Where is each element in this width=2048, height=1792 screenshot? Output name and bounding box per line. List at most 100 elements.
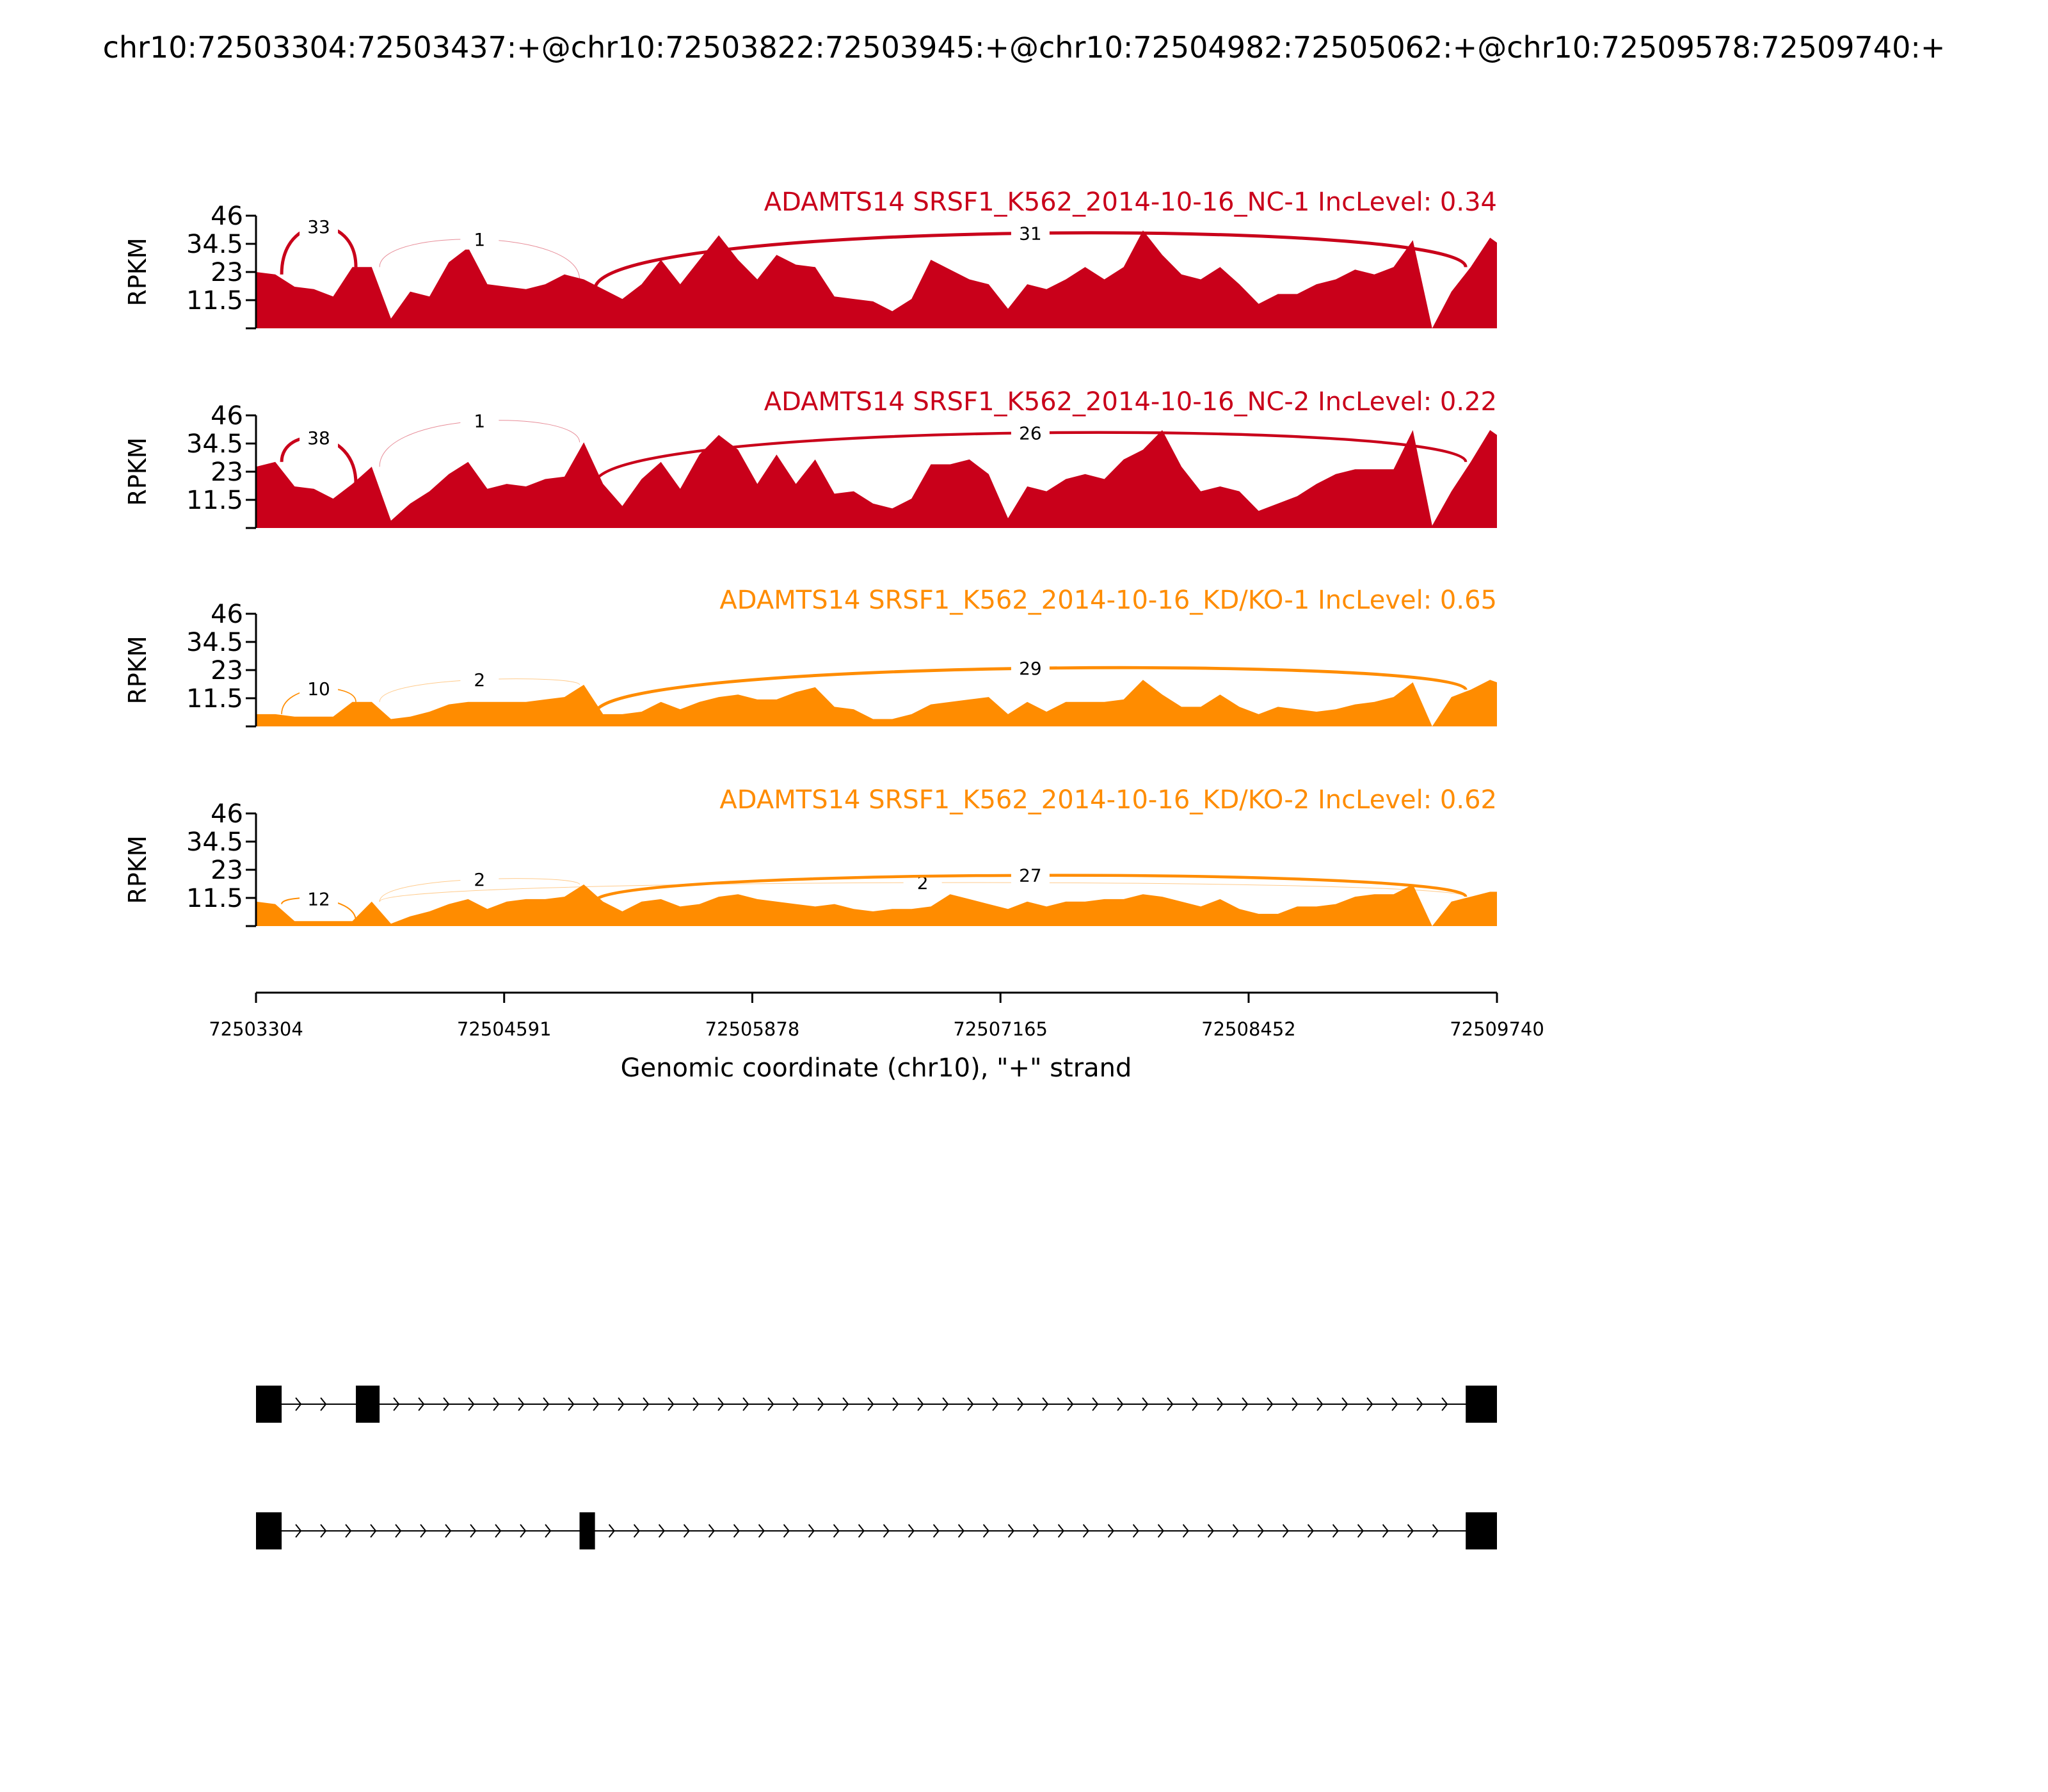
y-tick-label: 11.5 [186, 286, 243, 316]
strand-chevron-icon [1267, 1397, 1274, 1411]
strand-chevron-icon [1441, 1397, 1448, 1411]
strand-chevron-icon [393, 1397, 400, 1411]
junction-count-label: 26 [1019, 422, 1042, 444]
strand-chevron-icon [1057, 1524, 1064, 1538]
junction-count-label: 29 [1019, 658, 1042, 679]
strand-chevron-icon [1242, 1397, 1249, 1411]
strand-chevron-icon [1292, 1397, 1299, 1411]
strand-chevron-icon [892, 1397, 899, 1411]
strand-chevron-icon [1182, 1524, 1189, 1538]
junction-count-label: 1 [474, 411, 485, 432]
junction-count-label: 12 [307, 888, 330, 909]
strand-chevron-icon [1017, 1397, 1024, 1411]
junction-count-label: 27 [1019, 865, 1042, 886]
strand-chevron-icon [420, 1524, 427, 1538]
exon-block [256, 1386, 282, 1423]
y-axis-label: RPKM [124, 237, 152, 306]
coverage-area [256, 884, 1497, 926]
y-tick-label: 34.5 [186, 828, 243, 857]
chart-title: chr10:72503304:72503437:+@chr10:72503822… [103, 30, 1946, 65]
strand-chevron-icon [982, 1524, 989, 1538]
junction-label-bg [1011, 221, 1050, 244]
strand-chevron-icon [658, 1524, 665, 1538]
strand-chevron-icon [1341, 1397, 1348, 1411]
x-tick-label: 72508452 [1201, 1018, 1296, 1040]
strand-chevron-icon [495, 1524, 502, 1538]
exon-block [1466, 1386, 1497, 1423]
exon-block [256, 1512, 282, 1549]
junction-label-bg [460, 409, 499, 431]
strand-chevron-icon [817, 1397, 824, 1411]
x-axis: 72503304 72504591 72505878 72507165 72508452… [209, 991, 1544, 1040]
y-tick-label: 23 [211, 258, 243, 287]
coverage-area [256, 230, 1497, 328]
junction-count-label: 38 [307, 428, 330, 449]
strand-chevron-icon [295, 1397, 302, 1411]
strand-chevron-icon [808, 1524, 815, 1538]
exon-block [579, 1512, 595, 1549]
junction-label-bg [460, 867, 499, 890]
y-tick-label: 34.5 [186, 429, 243, 459]
x-axis-label: Genomic coordinate (chr10), "+" strand [621, 1053, 1132, 1083]
y-tick-label: 11.5 [186, 486, 243, 515]
strand-chevron-icon [493, 1397, 500, 1411]
strand-chevron-icon [545, 1524, 552, 1538]
junction-label-bg [300, 426, 339, 449]
y-axis-label: RPKM [124, 835, 152, 904]
strand-chevron-icon [370, 1524, 377, 1538]
junction-count-label: 2 [474, 669, 485, 691]
strand-chevron-icon [643, 1397, 650, 1411]
exon-block [1466, 1512, 1497, 1549]
strand-chevron-icon [1382, 1524, 1389, 1538]
strand-chevron-icon [1432, 1524, 1439, 1538]
strand-chevron-icon [1391, 1397, 1398, 1411]
track-title: ADAMTS14 SRSF1_K562_2014-10-16_NC-1 IncL… [764, 188, 1497, 217]
strand-chevron-icon [1117, 1397, 1124, 1411]
y-tick-label: 11.5 [186, 884, 243, 913]
strand-chevron-icon [1407, 1524, 1414, 1538]
track-title: ADAMTS14 SRSF1_K562_2014-10-16_NC-2 IncL… [764, 387, 1497, 417]
isoform [256, 1386, 1497, 1423]
strand-chevron-icon [1157, 1524, 1164, 1538]
coverage-area [256, 430, 1497, 528]
strand-chevron-icon [1092, 1397, 1099, 1411]
strand-chevron-icon [1307, 1524, 1314, 1538]
strand-chevron-icon [1217, 1397, 1224, 1411]
x-tick-label: 72504591 [457, 1018, 552, 1040]
strand-chevron-icon [1232, 1524, 1239, 1538]
strand-chevron-icon [683, 1524, 690, 1538]
strand-chevron-icon [618, 1397, 625, 1411]
strand-chevron-icon [1366, 1397, 1373, 1411]
junction-label-bg [1011, 863, 1050, 886]
strand-chevron-icon [967, 1397, 974, 1411]
strand-chevron-icon [470, 1524, 477, 1538]
x-tick-label: 72503304 [209, 1018, 303, 1040]
y-tick-label: 23 [211, 656, 243, 685]
y-tick-label: 46 [211, 202, 243, 231]
junction-label-bg [460, 227, 499, 250]
junction-label-bg [300, 887, 339, 909]
strand-chevron-icon [320, 1397, 327, 1411]
strand-chevron-icon [692, 1397, 700, 1411]
strand-chevron-icon [1132, 1524, 1139, 1538]
y-axis-label: RPKM [124, 636, 152, 704]
strand-chevron-icon [1042, 1397, 1049, 1411]
strand-chevron-icon [1142, 1397, 1149, 1411]
strand-chevron-icon [1032, 1524, 1039, 1538]
strand-chevron-icon [783, 1524, 790, 1538]
strand-chevron-icon [543, 1397, 550, 1411]
junction-label-bg [460, 668, 499, 690]
strand-chevron-icon [833, 1524, 840, 1538]
strand-chevron-icon [717, 1397, 724, 1411]
y-tick-label: 11.5 [186, 684, 243, 714]
strand-chevron-icon [858, 1524, 865, 1538]
strand-chevron-icon [418, 1397, 425, 1411]
strand-chevron-icon [767, 1397, 774, 1411]
gene-model [256, 1386, 1497, 1549]
strand-chevron-icon [917, 1397, 924, 1411]
strand-chevron-icon [1107, 1524, 1114, 1538]
strand-chevron-icon [395, 1524, 402, 1538]
